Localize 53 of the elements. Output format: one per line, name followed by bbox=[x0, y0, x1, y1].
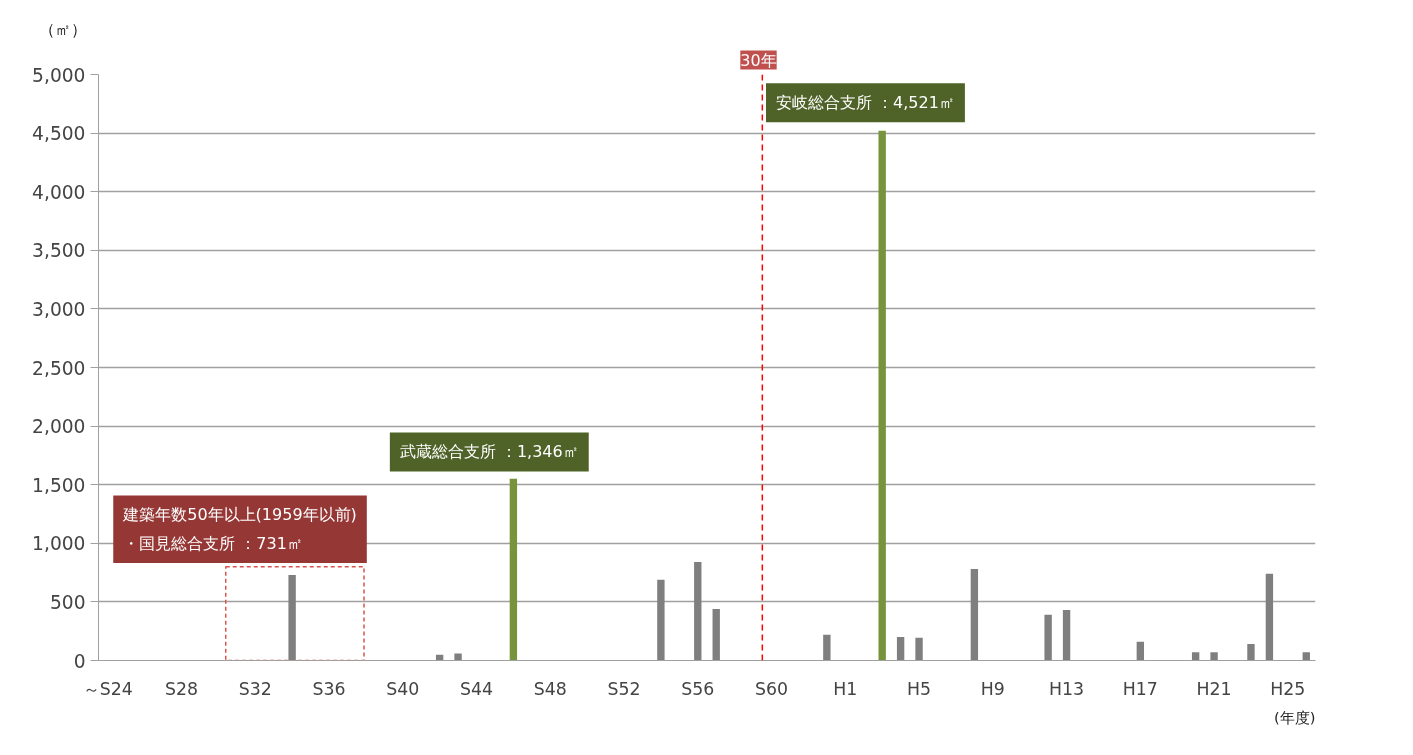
annotation: 武蔵総合支所 ：1,346㎡ bbox=[399, 442, 579, 462]
y-tick-label: 2,000 bbox=[32, 416, 86, 438]
y-tick-label: 3,500 bbox=[32, 240, 86, 262]
x-tick-label: S32 bbox=[238, 678, 272, 699]
bar bbox=[1247, 644, 1255, 661]
y-tick-label: 4,500 bbox=[32, 123, 86, 145]
x-tick-label: H21 bbox=[1196, 678, 1232, 699]
x-tick-label: H13 bbox=[1049, 678, 1085, 699]
bar bbox=[509, 478, 518, 661]
x-tick-label: H9 bbox=[980, 678, 1005, 699]
bar bbox=[1136, 641, 1145, 661]
bar bbox=[896, 637, 905, 661]
x-tick-label: H5 bbox=[907, 678, 932, 699]
x-tick-label: S44 bbox=[459, 678, 494, 699]
bar bbox=[915, 637, 923, 661]
bar bbox=[1062, 610, 1071, 661]
bar bbox=[712, 608, 720, 661]
y-tick-label: 1,000 bbox=[32, 533, 86, 555]
ref-line-label: 30年 bbox=[740, 50, 777, 70]
bar bbox=[454, 653, 462, 661]
bar bbox=[970, 569, 979, 661]
bar bbox=[1302, 652, 1310, 661]
y-tick-label: 2,500 bbox=[32, 357, 86, 379]
x-tick-label: ～S24 bbox=[82, 678, 133, 699]
bar bbox=[1191, 652, 1200, 661]
y-tick-label: 5,000 bbox=[32, 64, 86, 86]
y-axis-title: （㎡） bbox=[38, 19, 87, 39]
bar bbox=[1265, 573, 1274, 661]
y-tick-label: 1,500 bbox=[32, 474, 86, 496]
bar bbox=[657, 579, 665, 661]
y-tick-label: 4,000 bbox=[32, 181, 86, 203]
x-tick-label: S36 bbox=[312, 678, 346, 699]
x-tick-label: S48 bbox=[533, 678, 567, 699]
y-tick-label: 500 bbox=[49, 591, 86, 613]
bar bbox=[878, 130, 886, 661]
bar bbox=[694, 562, 702, 661]
x-tick-label: H1 bbox=[833, 678, 858, 699]
x-axis-title: (年度) bbox=[1274, 708, 1316, 726]
annotation: 安岐総合支所 ：4,521㎡ bbox=[776, 93, 955, 113]
x-tick-label: S60 bbox=[755, 678, 789, 699]
bar bbox=[1044, 614, 1052, 661]
annotation: 建築年数50年以上(1959年以前) ・国見総合支所 ：731㎡ bbox=[122, 505, 357, 553]
bar bbox=[1210, 652, 1218, 661]
x-tick-label: S52 bbox=[607, 678, 641, 699]
x-tick-label: S28 bbox=[164, 678, 199, 699]
bar bbox=[823, 634, 831, 661]
y-tick-label: 0 bbox=[73, 650, 86, 672]
x-tick-label: S56 bbox=[681, 678, 715, 699]
x-tick-label: H25 bbox=[1270, 678, 1306, 699]
y-tick-label: 3,000 bbox=[32, 298, 86, 320]
bar bbox=[288, 574, 296, 661]
x-tick-label: S40 bbox=[386, 678, 420, 699]
x-tick-label: H17 bbox=[1122, 678, 1158, 699]
